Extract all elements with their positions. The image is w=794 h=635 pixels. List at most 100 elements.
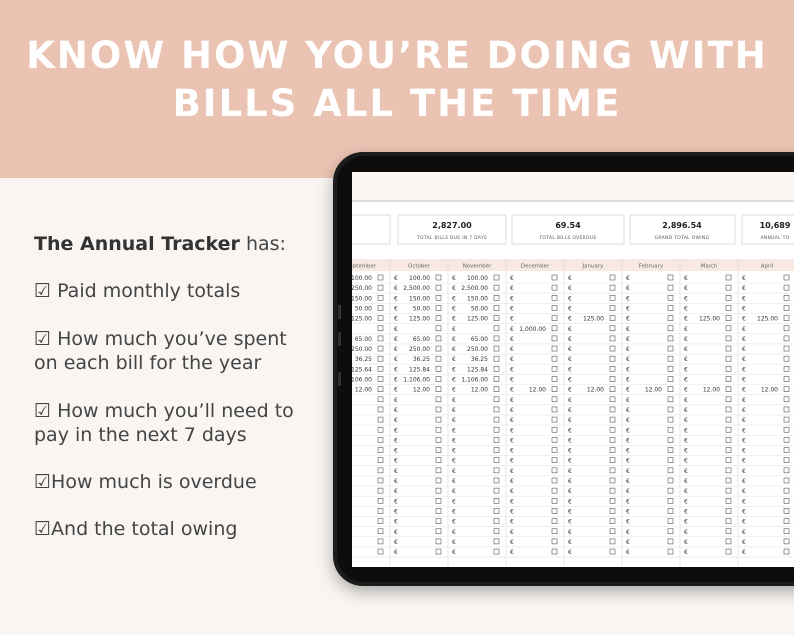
currency: €	[626, 377, 630, 384]
currency: €	[394, 498, 398, 505]
currency: €	[626, 356, 630, 363]
currency: €	[452, 346, 456, 353]
tablet-button	[338, 332, 341, 346]
checkbox	[435, 305, 442, 311]
checkbox	[725, 487, 732, 494]
currency: €	[626, 519, 630, 526]
currency: €	[684, 285, 688, 292]
currency: €	[452, 478, 456, 485]
checkbox	[783, 447, 790, 453]
checkbox	[377, 416, 384, 423]
currency: €	[510, 498, 514, 505]
cell-value: 125.00	[351, 316, 372, 323]
tablet-button	[338, 305, 341, 319]
currency: €	[510, 285, 514, 292]
currency: €	[510, 427, 514, 434]
currency: €	[510, 488, 514, 495]
checkbox	[725, 538, 732, 545]
checkbox	[435, 355, 442, 362]
currency: €	[394, 427, 398, 434]
currency: €	[568, 468, 572, 475]
currency: €	[626, 468, 630, 475]
checkbox	[783, 416, 790, 423]
checkbox	[493, 477, 500, 484]
currency: €	[452, 366, 456, 373]
currency: €	[452, 519, 456, 526]
currency: €	[742, 458, 746, 465]
checkbox	[493, 315, 500, 321]
checkbox	[667, 315, 674, 321]
checkbox	[551, 437, 558, 443]
checkbox	[609, 508, 616, 514]
checkbox	[609, 416, 616, 423]
checkbox	[377, 386, 384, 392]
currency: €	[568, 285, 572, 292]
checkbox	[493, 284, 500, 291]
currency: €	[742, 427, 746, 434]
checkbox	[493, 508, 500, 514]
currency: €	[394, 478, 398, 485]
currency: €	[568, 336, 572, 343]
checkbox	[725, 386, 732, 392]
currency: €	[394, 295, 398, 302]
month-header: January	[582, 264, 605, 270]
summary-card	[741, 214, 794, 245]
cell-value: 106.00	[351, 377, 372, 384]
checkbox	[377, 284, 384, 291]
currency: €	[568, 397, 572, 404]
checkbox	[609, 335, 616, 342]
checkbox	[725, 355, 732, 362]
cell-value: 12.00	[355, 387, 372, 394]
checkbox	[551, 497, 558, 504]
currency: €	[684, 448, 688, 455]
currency: €	[452, 295, 456, 302]
checkbox	[783, 376, 790, 382]
checkbox	[551, 548, 558, 555]
currency: €	[452, 488, 456, 495]
currency: €	[394, 336, 398, 343]
currency: €	[684, 519, 688, 526]
checkbox	[667, 305, 674, 311]
checkbox	[725, 335, 732, 342]
checkbox	[725, 366, 732, 372]
checkbox	[609, 497, 616, 504]
currency: €	[626, 305, 630, 312]
checkbox	[493, 406, 500, 413]
currency: €	[452, 316, 456, 323]
checkbox	[551, 355, 558, 362]
currency: €	[394, 407, 398, 414]
checkbox	[783, 497, 790, 504]
checkbox	[435, 426, 442, 433]
checkbox	[667, 426, 674, 433]
cell-value: 150.00	[467, 295, 488, 302]
checkbox	[725, 406, 732, 413]
checkbox	[493, 518, 500, 524]
currency: €	[626, 549, 630, 556]
currency: €	[742, 346, 746, 353]
currency: €	[684, 366, 688, 373]
summary-card	[352, 214, 391, 245]
currency: €	[568, 275, 572, 282]
currency: €	[626, 539, 630, 546]
checkbox	[725, 426, 732, 433]
currency: €	[684, 549, 688, 556]
currency: €	[626, 346, 630, 353]
currency: €	[452, 336, 456, 343]
currency: €	[742, 407, 746, 414]
title-line: BILLS ALL THE TIME	[173, 82, 622, 125]
checkbox	[667, 518, 674, 524]
checkbox	[609, 386, 616, 392]
currency: €	[742, 305, 746, 312]
checkbox	[667, 508, 674, 514]
currency: €	[452, 539, 456, 546]
currency: €	[742, 539, 746, 546]
currency: €	[568, 366, 572, 373]
checkbox	[609, 426, 616, 433]
cell-value: 150.00	[409, 295, 430, 302]
currency: €	[626, 498, 630, 505]
month-header: December	[521, 264, 550, 270]
checkbox	[551, 335, 558, 342]
checkbox	[435, 508, 442, 514]
checkbox	[667, 457, 674, 464]
cell-value: 125.84	[409, 366, 430, 373]
